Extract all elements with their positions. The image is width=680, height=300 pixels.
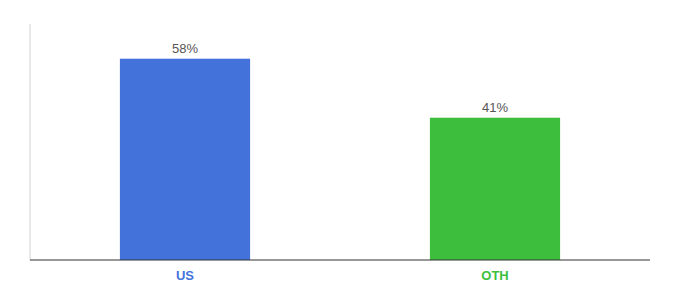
bars [120,59,560,260]
bar [120,59,250,260]
x-tick-label: US [176,268,194,283]
data-label: 41% [482,100,508,115]
data-label: 58% [172,41,198,56]
x-tick-label: OTH [481,268,508,283]
chart-container: US OTH 58% 41% [0,0,680,300]
x-axis-line [30,259,650,260]
plot-area: US OTH 58% 41% [30,24,650,283]
bar [430,118,560,260]
chart: US OTH 58% 41% [0,0,680,300]
y-axis-line [30,24,31,260]
